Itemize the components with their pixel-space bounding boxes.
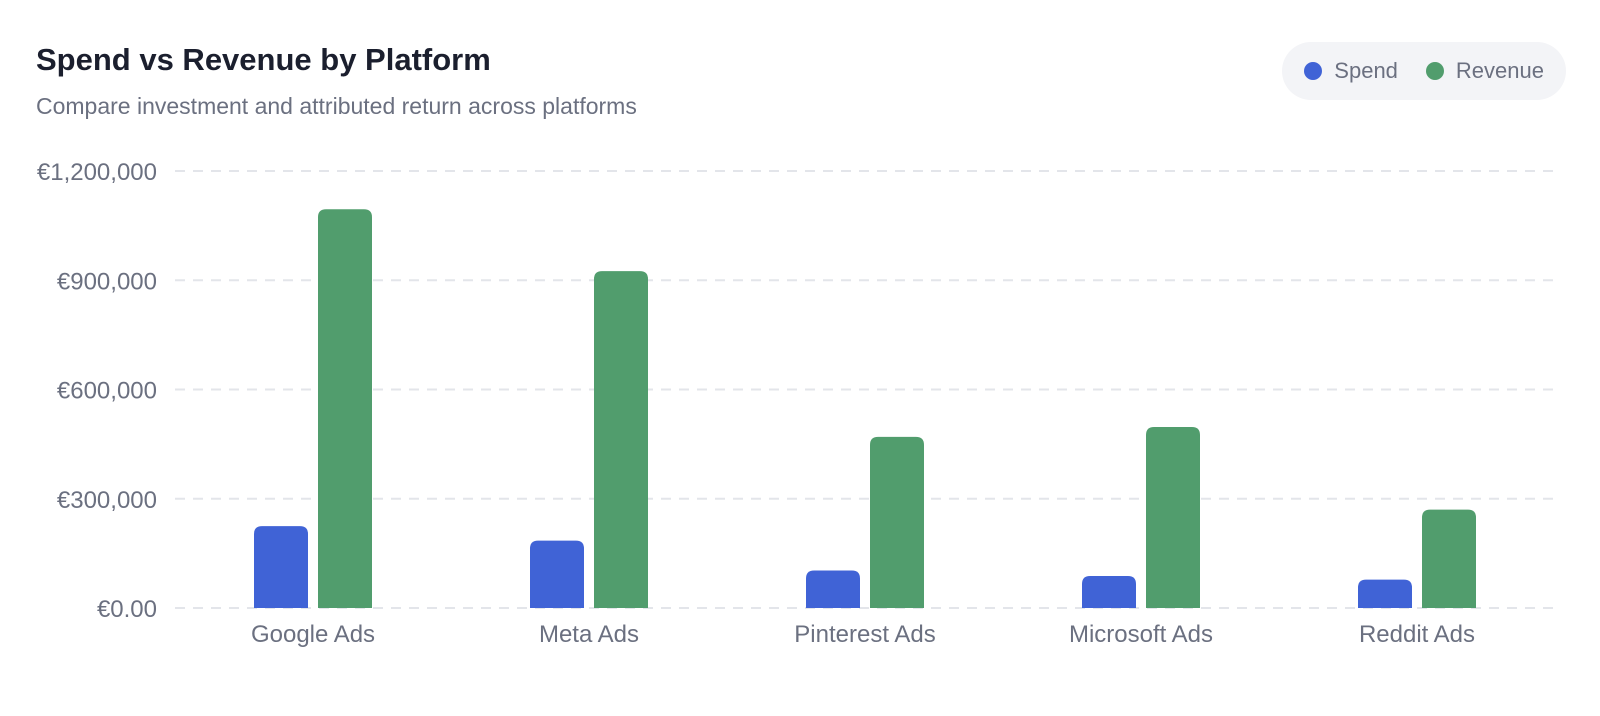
bar-spend xyxy=(530,540,584,608)
legend-item-revenue[interactable]: Revenue xyxy=(1425,58,1544,84)
bar-revenue xyxy=(594,271,648,608)
bar-revenue xyxy=(870,436,924,608)
legend-label-spend: Spend xyxy=(1334,58,1398,83)
chart-title: Spend vs Revenue by Platform xyxy=(36,42,491,77)
bar-spend xyxy=(1358,579,1412,608)
bar-revenue xyxy=(1422,509,1476,608)
bar-spend xyxy=(806,570,860,608)
bar-spend xyxy=(1082,575,1136,608)
bar-revenue xyxy=(318,209,372,609)
y-tick-label: €1,200,000 xyxy=(37,159,157,186)
bar-revenue xyxy=(1146,427,1200,608)
x-tick-label: Microsoft Ads xyxy=(1069,621,1213,648)
y-tick-label: €600,000 xyxy=(57,378,157,405)
chart-legend: Spend Revenue xyxy=(1282,42,1566,100)
y-tick-label: €300,000 xyxy=(57,487,157,514)
x-tick-label: Reddit Ads xyxy=(1359,621,1475,648)
y-tick-label: €900,000 xyxy=(57,268,157,295)
x-tick-label: Meta Ads xyxy=(539,621,639,648)
x-tick-label: Google Ads xyxy=(251,621,375,648)
legend-dot-spend-icon xyxy=(1304,62,1323,80)
legend-label-revenue: Revenue xyxy=(1455,58,1544,83)
legend-dot-revenue-icon xyxy=(1425,62,1444,80)
bar-spend xyxy=(254,526,308,608)
y-tick-label: €0.00 xyxy=(97,596,157,623)
chart-subtitle: Compare investment and attributed return… xyxy=(36,93,637,119)
legend-item-spend[interactable]: Spend xyxy=(1304,58,1398,84)
x-tick-label: Pinterest Ads xyxy=(794,621,935,648)
